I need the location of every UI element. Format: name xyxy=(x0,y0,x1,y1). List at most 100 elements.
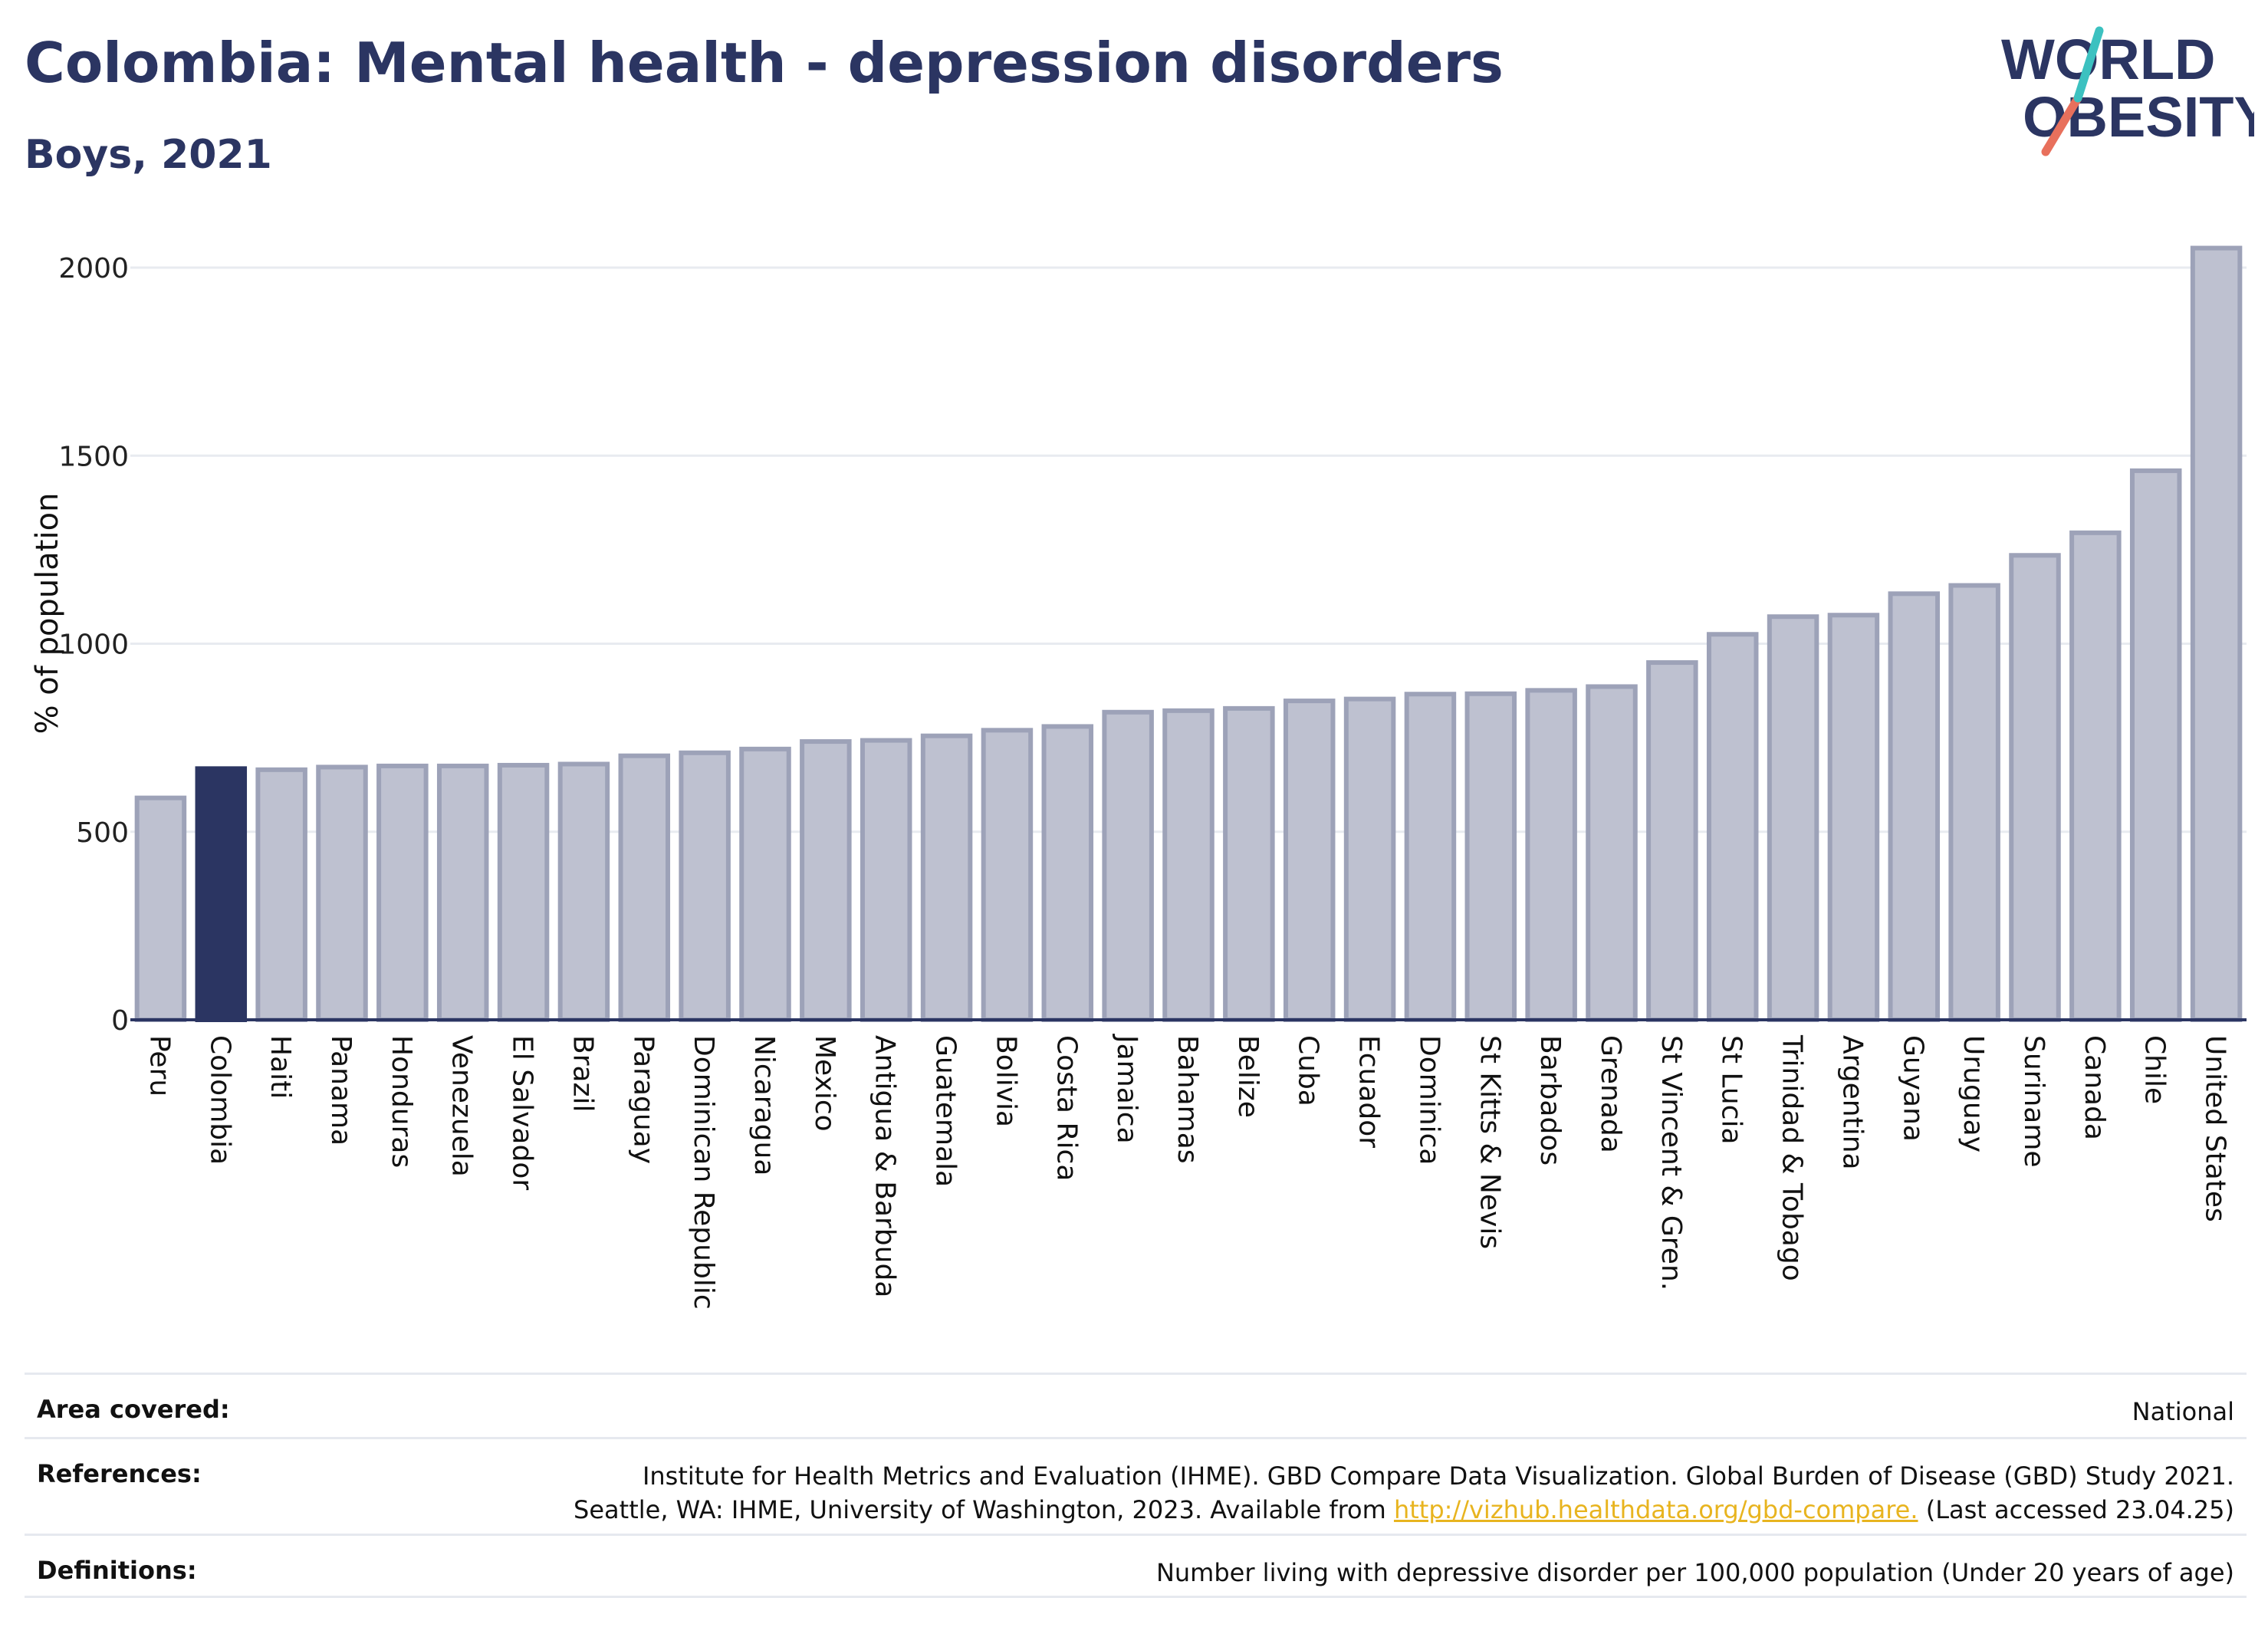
bar-mexico xyxy=(800,739,852,1022)
bar-brazil xyxy=(557,761,610,1022)
x-tick-label: Barbados xyxy=(1534,1035,1566,1165)
x-tick-label: Honduras xyxy=(386,1035,417,1168)
y-tick-label: 1000 xyxy=(58,630,129,661)
bar-st-lucia xyxy=(1706,632,1759,1022)
bar-united-states xyxy=(2190,245,2243,1022)
bar-antigua-barbuda xyxy=(860,738,912,1022)
x-tick-label: Ecuador xyxy=(1353,1035,1385,1148)
x-tick-label: Paraguay xyxy=(627,1035,659,1164)
area-covered-value: National xyxy=(2132,1397,2234,1426)
definitions-row: Definitions: Number living with depressi… xyxy=(25,1534,2247,1598)
bar-venezuela xyxy=(436,763,489,1023)
area-covered-label: Area covered: xyxy=(37,1395,230,1424)
chart-title: Colombia: Mental health - depression dis… xyxy=(25,31,1504,95)
y-tick-label: 0 xyxy=(111,1005,129,1037)
references-value: Institute for Health Metrics and Evaluat… xyxy=(574,1459,2234,1527)
bar-st-vincent-gren- xyxy=(1646,660,1698,1022)
logo-slash-coral xyxy=(2041,94,2082,156)
bar-barbados xyxy=(1525,688,1577,1022)
x-tick-label: Antigua & Barbuda xyxy=(869,1035,901,1297)
references-label: References: xyxy=(37,1459,202,1488)
bars xyxy=(134,245,2243,1023)
bar-argentina xyxy=(1827,613,1880,1022)
x-tick-label: Jamaica xyxy=(1111,1034,1142,1144)
x-tick-label: Belize xyxy=(1232,1035,1264,1118)
logo-slash-teal xyxy=(2073,26,2104,103)
bar-bolivia xyxy=(981,728,1034,1022)
bar-paraguay xyxy=(618,753,671,1023)
x-tick-label: Cuba xyxy=(1293,1035,1324,1106)
bar-dominican-republic xyxy=(679,750,731,1022)
y-tick-label: 1500 xyxy=(58,441,129,472)
x-tick-label: Canada xyxy=(2079,1035,2110,1140)
bar-panama xyxy=(316,764,368,1023)
bar-canada xyxy=(2069,530,2122,1022)
bar-ecuador xyxy=(1343,696,1396,1022)
y-tick-label: 2000 xyxy=(58,253,129,284)
x-tick-label: Guyana xyxy=(1897,1035,1928,1142)
x-tick-label: Bolivia xyxy=(990,1035,1021,1127)
x-tick-label: United States xyxy=(2200,1035,2231,1222)
bar-bahamas xyxy=(1162,708,1215,1022)
bar-suriname xyxy=(2009,553,2061,1022)
bar-chile xyxy=(2129,468,2182,1022)
x-tick-label: Mexico xyxy=(809,1035,840,1132)
bar-grenada xyxy=(1586,684,1638,1022)
logo-text-obesity: OBESITY xyxy=(2023,85,2254,149)
x-tick-label: Peru xyxy=(143,1035,175,1096)
x-tick-label: Panama xyxy=(325,1035,357,1146)
x-tick-label: Guatemala xyxy=(930,1035,961,1187)
x-tick-label: Bahamas xyxy=(1172,1035,1203,1164)
x-tick-label: Costa Rica xyxy=(1050,1035,1082,1181)
x-tick-label: Argentina xyxy=(1836,1035,1868,1170)
definitions-value: Number living with depressive disorder p… xyxy=(1155,1558,2234,1587)
references-line-2-prefix: Seattle, WA: IHME, University of Washing… xyxy=(574,1495,1394,1524)
x-tick-label: Dominica xyxy=(1413,1035,1445,1165)
bar-colombia xyxy=(195,766,248,1022)
x-tick-label: Colombia xyxy=(204,1035,235,1165)
bar-guatemala xyxy=(920,733,973,1022)
x-tick-label: Dominican Republic xyxy=(688,1035,719,1310)
x-tick-label: St Vincent & Gren. xyxy=(1655,1035,1687,1290)
y-tick-label: 500 xyxy=(76,817,129,849)
references-line-2-suffix: (Last accessed 23.04.25) xyxy=(1918,1495,2234,1524)
x-tick-labels: Peru Colombia Haiti Panama Honduras Venezuela… xyxy=(143,1034,2230,1310)
y-tick-labels: 0 500 1000 1500 2000 xyxy=(58,253,129,1037)
bar-guyana xyxy=(1888,591,1941,1022)
bar-dominica xyxy=(1404,692,1457,1022)
references-link[interactable]: http://vizhub.healthdata.org/gbd-compare… xyxy=(1393,1495,1918,1524)
x-tick-label: El Salvador xyxy=(507,1035,538,1190)
bar-trinidad-tobago xyxy=(1767,614,1819,1022)
references-line-1: Institute for Health Metrics and Evaluat… xyxy=(642,1461,2234,1491)
references-row: References: Institute for Health Metrics… xyxy=(25,1437,2247,1534)
x-tick-label: St Kitts & Nevis xyxy=(1474,1035,1505,1249)
bar-peru xyxy=(134,795,187,1022)
bar-st-kitts-nevis xyxy=(1464,691,1517,1022)
bar-honduras xyxy=(376,763,429,1023)
logo-text-world: WORLD xyxy=(2001,28,2216,91)
bar-el-salvador xyxy=(497,762,550,1022)
bar-costa-rica xyxy=(1041,724,1094,1023)
x-tick-label: Brazil xyxy=(567,1035,598,1112)
bar-nicaragua xyxy=(739,746,791,1022)
info-table: Area covered: National References: Insti… xyxy=(25,1373,2247,1598)
x-tick-label: Trinidad & Tobago xyxy=(1777,1034,1808,1281)
bar-cuba xyxy=(1283,699,1336,1022)
x-tick-label: Venezuela xyxy=(446,1035,478,1177)
x-tick-label: Chile xyxy=(2139,1035,2171,1104)
chart-subtitle: Boys, 2021 xyxy=(25,132,272,178)
x-tick-label: Haiti xyxy=(265,1035,296,1099)
bar-belize xyxy=(1223,705,1275,1023)
bar-uruguay xyxy=(1948,583,2000,1022)
y-axis-label: % of population xyxy=(30,493,65,735)
x-tick-label: Nicaragua xyxy=(748,1035,780,1175)
x-tick-label: Suriname xyxy=(2018,1035,2049,1168)
bar-chart: 0 500 1000 1500 2000 Peru Colombia Haiti Panama… xyxy=(30,245,2247,1310)
bar-haiti xyxy=(255,767,307,1022)
area-covered-row: Area covered: National xyxy=(25,1373,2247,1437)
definitions-label: Definitions: xyxy=(37,1556,197,1585)
x-tick-label: Grenada xyxy=(1595,1035,1626,1153)
x-tick-label: St Lucia xyxy=(1716,1035,1747,1145)
x-tick-label: Uruguay xyxy=(1957,1035,1989,1152)
bar-jamaica xyxy=(1102,709,1154,1022)
